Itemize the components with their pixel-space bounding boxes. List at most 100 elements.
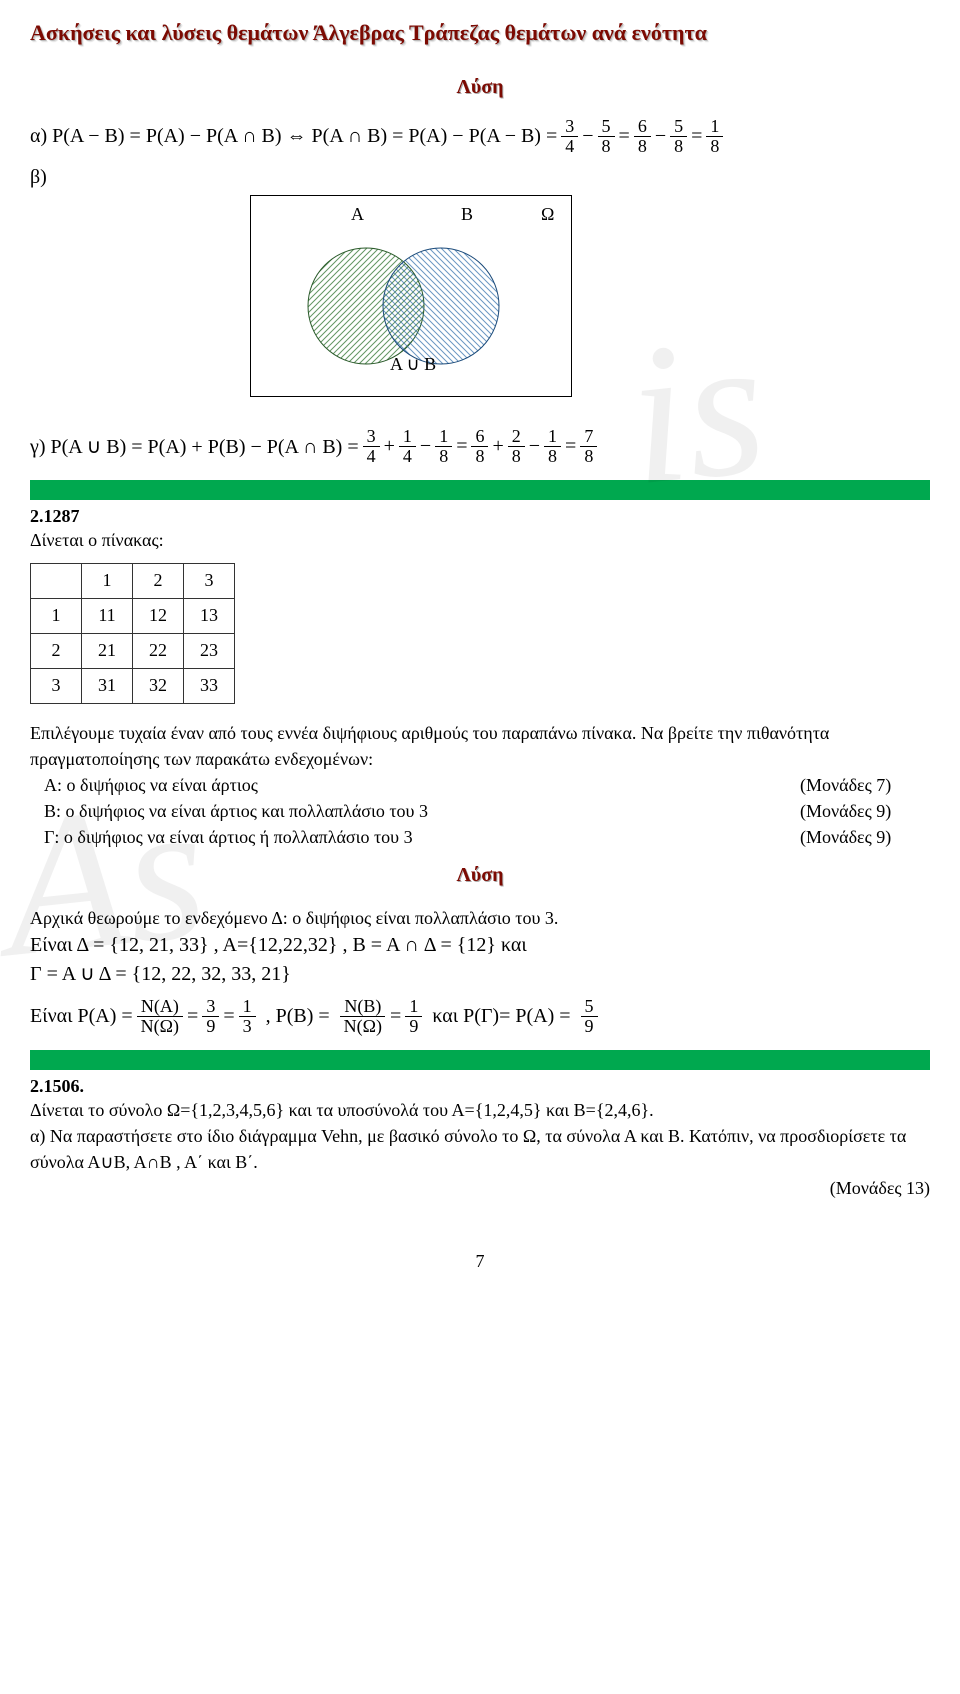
event-G: Γ: ο διψήφιος να είναι άρτιος ή πολλαπλά…	[44, 824, 800, 850]
num: 5	[581, 997, 598, 1017]
alpha-prefix: α) P(A − B) = P(A) − P(A ∩ B) ⇔ P(A ∩ B)…	[30, 125, 557, 148]
points-B: (Μονάδες 9)	[800, 798, 930, 824]
frac: 28	[508, 427, 525, 466]
num: 1	[399, 427, 416, 447]
den: 8	[706, 137, 723, 156]
table-cell: 11	[82, 598, 133, 633]
num: 3	[202, 997, 219, 1017]
separator-bar	[30, 480, 930, 500]
den: 4	[363, 447, 380, 466]
den: 8	[508, 447, 525, 466]
den: 3	[239, 1017, 256, 1036]
table-cell	[31, 563, 82, 598]
points-A: (Μονάδες 7)	[800, 772, 930, 798]
op: =	[619, 125, 630, 148]
num: N(B)	[340, 997, 385, 1017]
frac: 68	[634, 117, 651, 156]
op: −	[420, 435, 431, 458]
venn-Omega-label: Ω	[541, 204, 554, 225]
p1506-line-2: α) Να παραστήσετε στο ίδιο διάγραμμα Veh…	[30, 1123, 930, 1175]
points-G: (Μονάδες 9)	[800, 824, 930, 850]
table-cell: 1	[31, 598, 82, 633]
solution-heading-1: Λύση	[30, 76, 930, 99]
num: 7	[580, 427, 597, 447]
num: 3	[363, 427, 380, 447]
table-cell: 3	[31, 668, 82, 703]
num: 1	[239, 997, 256, 1017]
given-text: Δίνεται ο πίνακας:	[30, 527, 930, 553]
op: =	[691, 125, 702, 148]
frac: 18	[435, 427, 452, 466]
event-A: Α: ο διψήφιος να είναι άρτιος	[44, 772, 800, 798]
den: 4	[561, 137, 578, 156]
problem-id-1506: 2.1506.	[30, 1076, 930, 1097]
table-cell: 31	[82, 668, 133, 703]
frac: N(B)N(Ω)	[340, 997, 386, 1036]
frac: 18	[706, 117, 723, 156]
frac: 58	[598, 117, 615, 156]
den: 8	[598, 137, 615, 156]
sol-line-2: Είναι Δ = {12, 21, 33} , Α={12,22,32} , …	[30, 931, 930, 960]
frac: 13	[239, 997, 256, 1036]
page-number: 7	[30, 1251, 930, 1272]
table-cell: 23	[184, 633, 235, 668]
p1506-points: (Μονάδες 13)	[30, 1175, 930, 1201]
num: 6	[634, 117, 651, 137]
p1506-line-1: Δίνεται το σύνολο Ω={1,2,3,4,5,6} και τα…	[30, 1097, 930, 1123]
den: 8	[471, 447, 488, 466]
den: 9	[405, 1017, 422, 1036]
den: N(Ω)	[340, 1017, 386, 1036]
frac: 58	[670, 117, 687, 156]
table-cell: 13	[184, 598, 235, 633]
den: 8	[435, 447, 452, 466]
pre: Είναι P(A) =	[30, 1005, 133, 1028]
op: +	[384, 435, 395, 458]
op: −	[529, 435, 540, 458]
venn-B-label: B	[461, 204, 473, 225]
venn-union-label: A ∪ B	[390, 354, 436, 375]
op: =	[456, 435, 467, 458]
table-cell: 22	[133, 633, 184, 668]
event-B: Β: ο διψήφιος να είναι άρτιος και πολλαπ…	[44, 798, 800, 824]
den: 9	[581, 1017, 598, 1036]
table-cell: 2	[31, 633, 82, 668]
alpha-equation: α) P(A − B) = P(A) − P(A ∩ B) ⇔ P(A ∩ B)…	[30, 117, 930, 156]
sol-prob-line: Είναι P(A) = N(A)N(Ω) = 39 = 13 , P(B) =…	[30, 997, 930, 1036]
solution-heading-2: Λύση	[30, 864, 930, 887]
frac: 39	[202, 997, 219, 1036]
num: 5	[670, 117, 687, 137]
frac: 19	[405, 997, 422, 1036]
beta-label: β)	[30, 166, 930, 189]
op: −	[582, 125, 593, 148]
table-cell: 21	[82, 633, 133, 668]
op: =	[565, 435, 576, 458]
num: N(A)	[137, 997, 183, 1017]
num: 2	[508, 427, 525, 447]
op: =	[187, 1005, 198, 1028]
separator-bar	[30, 1050, 930, 1070]
op: +	[492, 435, 503, 458]
num: 3	[561, 117, 578, 137]
frac: 34	[561, 117, 578, 156]
den: 4	[399, 447, 416, 466]
problem-id-1287: 2.1287	[30, 506, 930, 527]
num: 6	[471, 427, 488, 447]
den: 8	[580, 447, 597, 466]
den: 8	[544, 447, 561, 466]
num: 1	[405, 997, 422, 1017]
sol-line-3: Γ = Α ∪ Δ = {12, 22, 32, 33, 21}	[30, 960, 930, 989]
den: 8	[670, 137, 687, 156]
frac: N(A)N(Ω)	[137, 997, 183, 1036]
gamma-equation: γ) P(A ∪ B) = P(A) + P(B) − P(A ∩ B) = 3…	[30, 427, 930, 466]
den: 9	[202, 1017, 219, 1036]
op: −	[655, 125, 666, 148]
frac: 68	[471, 427, 488, 466]
table-cell: 3	[184, 563, 235, 598]
frac: 14	[399, 427, 416, 466]
table-cell: 32	[133, 668, 184, 703]
data-table: 1 2 3 1 11 12 13 2 21 22 23 3 31 32 33	[30, 563, 235, 704]
num: 1	[435, 427, 452, 447]
op: =	[390, 1005, 401, 1028]
frac: 59	[581, 997, 598, 1036]
mid: , P(B) =	[266, 1005, 330, 1028]
